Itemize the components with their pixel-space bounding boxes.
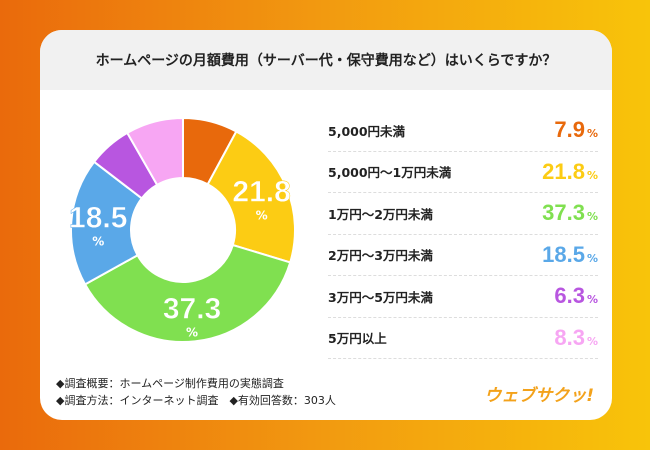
value-unit: % (586, 127, 598, 141)
legend-value: 18.5% (542, 242, 598, 268)
legend-item: 5,000円〜1万円未満 21.8% (328, 152, 598, 193)
donut-slice (206, 130, 296, 264)
value-unit: % (586, 168, 598, 182)
legend-item: 5万円以上 8.3% (328, 318, 598, 359)
legend-value: 37.3% (542, 200, 598, 226)
slice-unit-label: % (186, 326, 198, 340)
infographic-card: ホームページの月額費用（サーバー代・保守費用など）はいくらですか？ 21.8% 3… (40, 30, 612, 420)
value-number: 7.9 (554, 117, 585, 143)
legend-label: 3万円〜5万円未満 (328, 289, 433, 305)
slice-unit-label: % (92, 235, 104, 249)
slice-value-label: 21.8 (232, 176, 290, 209)
value-unit: % (586, 251, 598, 265)
legend: 5,000円未満 7.9% 5,000円〜1万円未満 21.8% 1万円〜2万円未満 37… (328, 110, 598, 359)
value-unit: % (586, 210, 598, 224)
donut-slice (83, 243, 292, 343)
brand-logo: ウェブサクッ! (484, 386, 594, 406)
value-number: 37.3 (542, 200, 585, 226)
value-unit: % (586, 293, 598, 307)
value-number: 6.3 (554, 283, 585, 309)
legend-value: 6.3% (554, 283, 598, 309)
legend-item: 5,000円未満 7.9% (328, 110, 598, 152)
legend-item: 2万円〜3万円未満 18.5% (328, 235, 598, 276)
value-number: 8.3 (554, 324, 585, 350)
legend-label: 5,000円未満 (328, 123, 406, 139)
legend-label: 1万円〜2万円未満 (328, 206, 433, 222)
slice-value-label: 37.3 (163, 293, 221, 326)
survey-notes: ◆調査概要：ホームページ制作費用の実態調査 ◆調査方法：インターネット調査 ◆有… (56, 375, 336, 409)
value-number: 21.8 (542, 158, 585, 184)
legend-item: 3万円〜5万円未満 6.3% (328, 276, 598, 318)
legend-value: 21.8% (542, 159, 598, 185)
legend-value: 8.3% (554, 325, 598, 351)
legend-label: 5万円以上 (328, 331, 387, 347)
value-number: 18.5 (542, 241, 585, 267)
survey-summary: ◆調査概要：ホームページ制作費用の実態調査 (56, 377, 284, 390)
value-unit: % (586, 334, 598, 348)
legend-label: 2万円〜3万円未満 (328, 248, 433, 264)
donut-slice (125, 116, 184, 187)
donut-chart: 21.8%37.3%18.5% (69, 116, 296, 343)
survey-method: ◆調査方法：インターネット調査 ◆有効回答数：303人 (56, 394, 336, 407)
legend-value: 7.9% (554, 117, 598, 143)
slice-value-label: 18.5 (69, 202, 127, 235)
slice-unit-label: % (256, 209, 268, 223)
legend-label: 5,000円〜1万円未満 (328, 165, 452, 181)
legend-item: 1万円〜2万円未満 37.3% (328, 193, 598, 235)
chart-title: ホームページの月額費用（サーバー代・保守費用など）はいくらですか？ (40, 30, 612, 90)
